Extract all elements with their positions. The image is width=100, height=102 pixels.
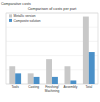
bar <box>89 52 95 84</box>
x-tick-label: Finishing/Machining <box>45 85 60 93</box>
bar <box>83 17 89 84</box>
y-axis-label: Comparative costs <box>1 2 31 6</box>
bar <box>65 66 71 84</box>
legend-swatch <box>9 19 12 22</box>
legend-label: Metallic version <box>14 14 36 18</box>
x-tick-label: Casting <box>28 85 39 89</box>
chart: Comparative costsComparison of costs per… <box>0 0 100 102</box>
plot-frame <box>6 13 98 84</box>
bar <box>15 73 21 84</box>
x-tick-label: Tools <box>11 85 19 89</box>
bar <box>52 77 58 84</box>
bar <box>46 59 52 84</box>
x-tick-label: Total <box>85 85 92 89</box>
x-tick-label: Assembly <box>63 85 77 89</box>
bar <box>28 73 34 84</box>
bar <box>34 77 40 84</box>
bar <box>9 66 15 84</box>
bar <box>70 80 76 84</box>
chart-root: Comparative costsComparison of costs per… <box>0 0 100 102</box>
bars <box>9 17 94 84</box>
legend-swatch <box>9 14 12 17</box>
legend-label: Composite solution <box>14 19 41 23</box>
legend: Metallic versionComposite solution <box>9 14 41 23</box>
title: Comparison of costs per part <box>28 7 78 11</box>
